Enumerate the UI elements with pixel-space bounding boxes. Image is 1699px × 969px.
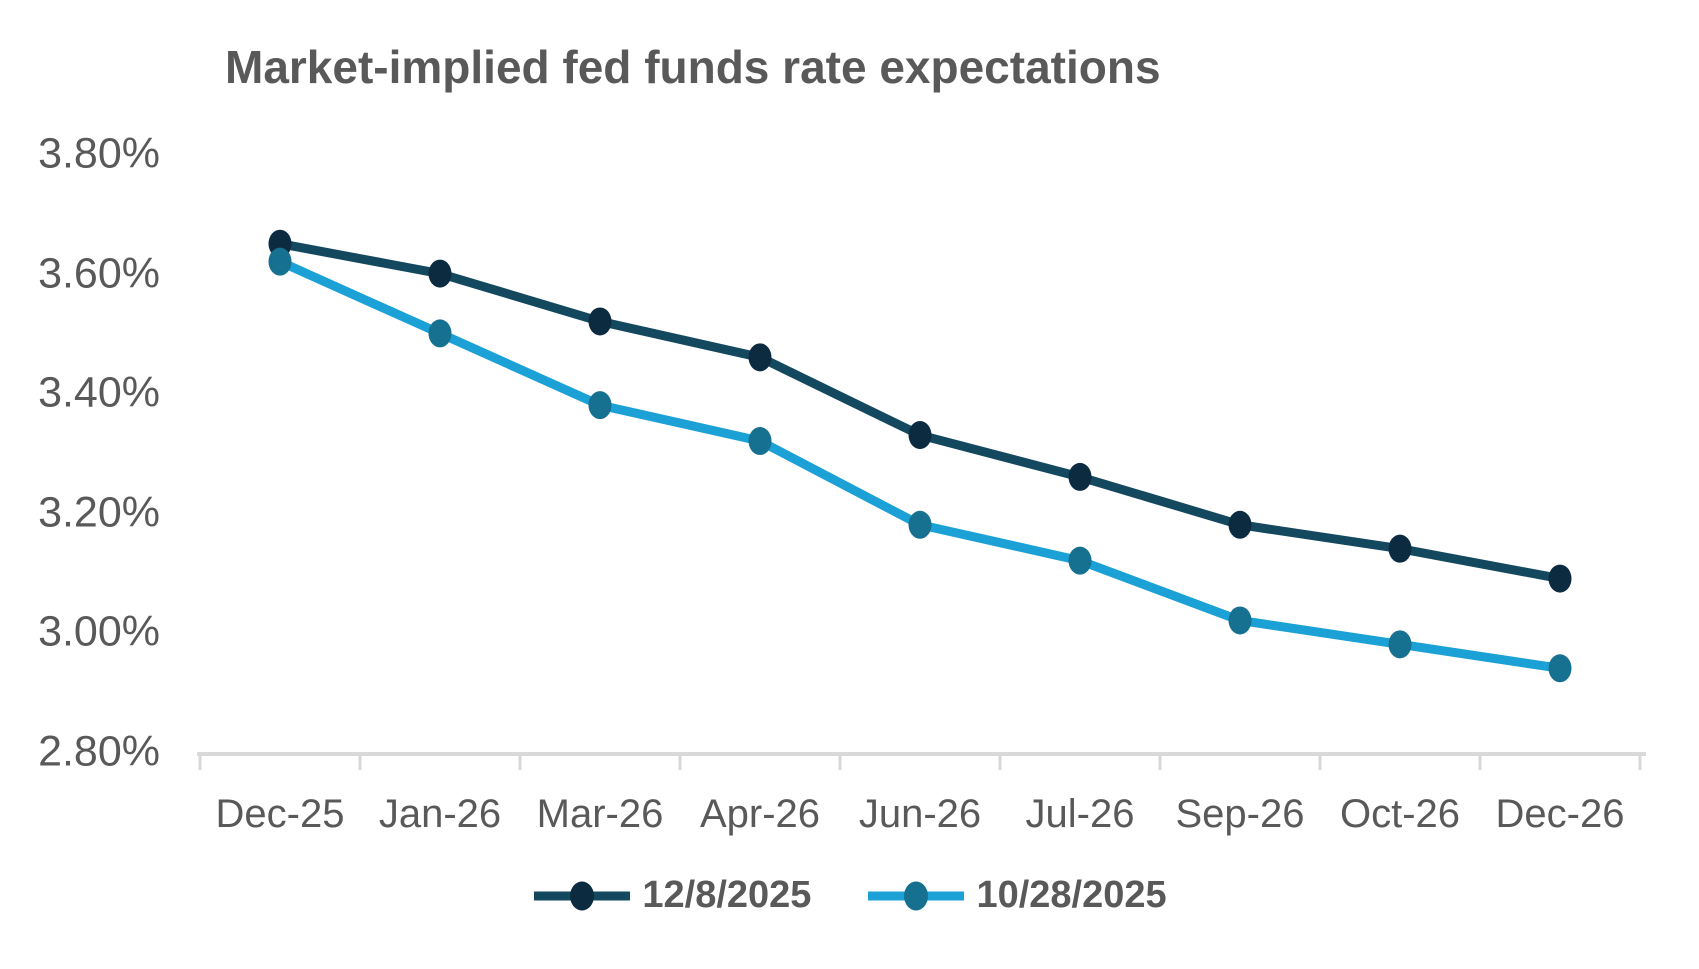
y-axis-tick-label: 2.80% xyxy=(38,727,160,776)
data-point-1-Dec-25 xyxy=(268,247,292,276)
legend-line-marker-swatch-icon xyxy=(868,881,965,910)
data-point-1-Sep-26 xyxy=(1228,606,1252,635)
data-point-0-Jul-26 xyxy=(1068,462,1092,491)
x-axis-tick-label: Mar-26 xyxy=(536,792,664,836)
y-axis-tick-label: 3.40% xyxy=(38,368,160,417)
data-point-1-Oct-26 xyxy=(1388,630,1412,659)
x-axis-tick-label: Jun-26 xyxy=(858,792,982,836)
legend-label-series-1: 10/28/2025 xyxy=(976,874,1167,916)
legend-entry-series-0: 12/8/2025 xyxy=(532,874,811,917)
x-axis-tick-label: Dec-26 xyxy=(1495,792,1625,836)
y-axis-tick-label: 3.60% xyxy=(38,249,160,298)
y-axis-tick-label: 3.00% xyxy=(38,607,160,656)
chart-title: Market-implied fed funds rate expectatio… xyxy=(225,41,1161,93)
y-axis-tick-label: 3.20% xyxy=(38,488,160,537)
x-axis-tick-label: Sep-26 xyxy=(1175,792,1305,836)
legend-entry-series-1: 10/28/2025 xyxy=(866,874,1167,917)
data-point-1-Jul-26 xyxy=(1068,546,1092,575)
data-point-1-Apr-26 xyxy=(748,427,772,456)
y-axis-tick-label: 3.80% xyxy=(38,129,160,178)
legend-line-marker-swatch-icon xyxy=(534,881,631,910)
x-axis-tick-label: Jan-26 xyxy=(378,792,502,836)
x-axis-tick-label: Jul-26 xyxy=(1025,792,1135,836)
data-point-0-Apr-26 xyxy=(748,343,772,372)
data-point-1-Mar-26 xyxy=(588,391,612,420)
data-point-0-Sep-26 xyxy=(1228,510,1252,539)
data-point-1-Jan-26 xyxy=(428,319,452,348)
legend-label-series-0: 12/8/2025 xyxy=(642,874,812,916)
data-point-0-Mar-26 xyxy=(588,307,612,336)
data-point-1-Jun-26 xyxy=(908,510,932,539)
x-axis-tick-label: Oct-26 xyxy=(1339,792,1461,836)
data-point-0-Jan-26 xyxy=(428,259,452,288)
x-axis-tick-label: Dec-25 xyxy=(215,792,345,836)
data-point-0-Dec-26 xyxy=(1548,564,1572,593)
data-point-0-Oct-26 xyxy=(1388,534,1412,563)
data-point-0-Jun-26 xyxy=(908,421,932,450)
x-axis-tick-label: Apr-26 xyxy=(699,792,821,836)
series-line-1 xyxy=(278,257,1561,673)
chart-legend: 12/8/2025 10/28/2025 xyxy=(0,874,1699,917)
data-point-1-Dec-26 xyxy=(1548,654,1572,683)
